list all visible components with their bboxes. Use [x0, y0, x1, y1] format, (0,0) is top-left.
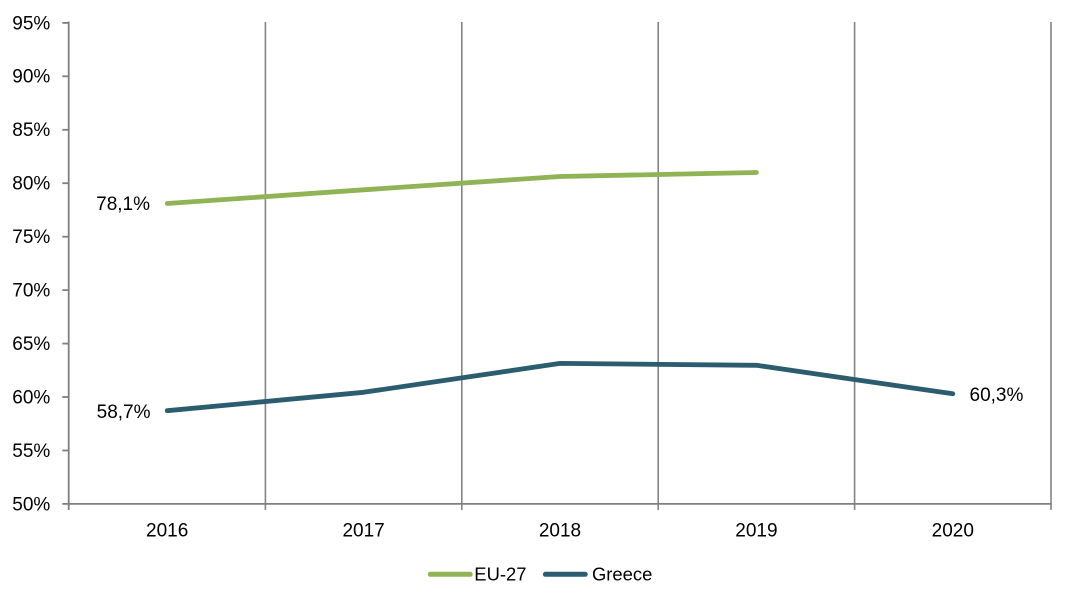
svg-text:EU-27: EU-27	[474, 564, 526, 585]
svg-text:70%: 70%	[12, 281, 50, 302]
svg-text:2020: 2020	[932, 521, 974, 542]
svg-text:95%: 95%	[12, 13, 50, 34]
svg-text:80%: 80%	[12, 174, 50, 195]
svg-text:50%: 50%	[12, 494, 50, 515]
svg-text:75%: 75%	[12, 227, 50, 248]
svg-text:2017: 2017	[342, 521, 384, 542]
svg-text:2018: 2018	[539, 521, 581, 542]
svg-text:58,7%: 58,7%	[97, 402, 151, 423]
svg-text:78,1%: 78,1%	[96, 194, 150, 215]
svg-text:Greece: Greece	[592, 564, 652, 585]
svg-text:2016: 2016	[146, 521, 188, 542]
svg-text:65%: 65%	[12, 334, 50, 355]
svg-text:90%: 90%	[12, 67, 50, 88]
svg-text:85%: 85%	[12, 120, 50, 141]
svg-text:60,3%: 60,3%	[970, 385, 1024, 406]
svg-text:55%: 55%	[12, 441, 50, 462]
svg-text:60%: 60%	[12, 387, 50, 408]
svg-text:2019: 2019	[735, 521, 777, 542]
